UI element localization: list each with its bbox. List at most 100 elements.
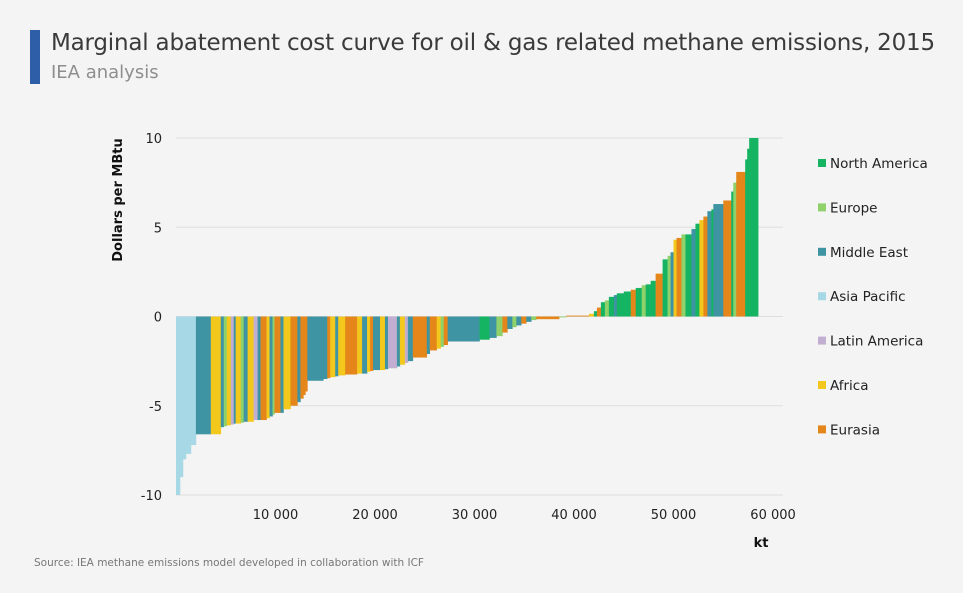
bar-africa	[436, 316, 441, 349]
x-axis-ticks: 10 000 20 000 30 000 40 000 50 000 60 000	[253, 508, 796, 523]
legend-swatch	[818, 425, 826, 434]
bar-latin-america	[230, 316, 235, 425]
bar-eurasia	[345, 316, 358, 375]
bar-africa	[283, 316, 291, 410]
bar-eurasia	[303, 316, 306, 396]
bar-eurasia	[412, 316, 428, 358]
bar-eurasia	[736, 171, 746, 317]
bar-europe	[240, 316, 244, 423]
bar-africa	[210, 316, 222, 435]
y-tick-label: 10	[145, 132, 162, 147]
legend-label: Latin America	[830, 334, 923, 350]
bar-middle-east	[323, 316, 328, 379]
bar-asia-pacific	[185, 316, 192, 454]
legend-label: Asia Pacific	[830, 289, 906, 305]
bar-eurasia	[676, 237, 682, 317]
bar-europe	[512, 316, 517, 328]
bar-north-america	[711, 209, 714, 317]
bar-eurasia	[305, 316, 308, 392]
bar-eurasia	[429, 316, 438, 351]
bar-north-america	[650, 280, 656, 317]
bar-africa	[247, 316, 254, 422]
bar-africa	[235, 316, 241, 424]
bar-north-america	[635, 287, 642, 317]
legend-label: Africa	[830, 378, 869, 394]
y-tick-label: 0	[154, 311, 162, 326]
legend-label: Europe	[830, 200, 877, 216]
bar-middle-east	[195, 316, 212, 435]
bar-middle-east	[447, 316, 480, 342]
bar-north-america	[749, 138, 759, 317]
source-note: Source: IEA methane emissions model deve…	[34, 557, 424, 569]
legend-swatch	[818, 203, 826, 212]
bar-middle-east	[362, 316, 368, 374]
legend-label: Eurasia	[830, 422, 880, 438]
y-axis-title: Dollars per MBtu	[111, 138, 126, 261]
bar-middle-east	[335, 316, 339, 377]
y-axis-ticks: 10 5 0 -5 -10	[141, 132, 162, 504]
legend-label: Middle East	[830, 245, 908, 261]
bar-africa	[226, 316, 232, 426]
bar-latin-america	[253, 316, 258, 421]
bar-africa	[673, 239, 677, 317]
chart-subtitle: IEA analysis	[51, 62, 159, 83]
bar-europe	[531, 316, 537, 321]
bar-middle-east	[507, 316, 513, 329]
x-tick-label: 50 000	[651, 508, 697, 523]
bar-latin-america	[387, 316, 398, 369]
bar-africa	[338, 316, 346, 376]
bar-middle-east	[407, 316, 414, 362]
chart-title: Marginal abatement cost curve for oil & …	[51, 30, 935, 56]
bar-eurasia	[502, 316, 508, 333]
bar-europe	[223, 316, 228, 427]
bar-middle-east	[373, 316, 381, 371]
bar-middle-east	[516, 316, 522, 326]
bar-eurasia	[566, 315, 590, 317]
legend-swatch	[818, 381, 826, 389]
bar-eurasia	[274, 316, 281, 413]
bar-asia-pacific	[176, 316, 181, 495]
bars	[176, 138, 759, 495]
x-tick-label: 60 000	[750, 508, 796, 523]
y-tick-label: 5	[154, 221, 162, 236]
bar-middle-east	[243, 316, 248, 422]
x-tick-label: 10 000	[253, 508, 299, 523]
bar-north-america	[645, 284, 651, 317]
bar-middle-east	[297, 316, 301, 403]
bar-africa	[588, 313, 595, 317]
bar-europe	[440, 316, 444, 347]
bar-europe	[559, 316, 567, 318]
legend-swatch	[818, 292, 826, 301]
bar-eurasia	[655, 273, 663, 317]
bar-africa	[330, 316, 336, 378]
bar-middle-east	[613, 295, 618, 317]
bar-north-america	[600, 302, 606, 317]
bar-north-america	[593, 311, 598, 317]
bar-eurasia	[630, 289, 637, 317]
bar-eurasia	[443, 316, 448, 346]
bar-middle-east	[257, 316, 261, 421]
bar-latin-america	[404, 316, 409, 363]
bar-europe	[667, 255, 671, 317]
bar-eurasia	[596, 307, 602, 317]
bar-middle-east	[307, 316, 324, 381]
bar-africa	[699, 220, 704, 317]
bar-asia-pacific	[179, 316, 184, 478]
bar-middle-east	[280, 316, 284, 413]
bar-middle-east	[269, 316, 273, 417]
bar-north-america	[608, 296, 615, 317]
bar-asia-pacific	[190, 316, 197, 446]
title-accent-bar	[30, 30, 40, 84]
bar-middle-east	[384, 316, 389, 370]
bar-middle-east	[233, 316, 237, 424]
bar-eurasia	[723, 200, 732, 317]
bar-africa	[379, 316, 386, 371]
bar-eurasia	[370, 316, 374, 371]
bar-europe	[496, 316, 503, 337]
bar-eurasia	[536, 316, 560, 320]
bar-middle-east	[220, 316, 225, 428]
bar-north-america	[745, 159, 748, 317]
bar-eurasia	[290, 316, 298, 406]
bar-north-america	[662, 259, 668, 317]
bar-europe	[272, 316, 275, 415]
